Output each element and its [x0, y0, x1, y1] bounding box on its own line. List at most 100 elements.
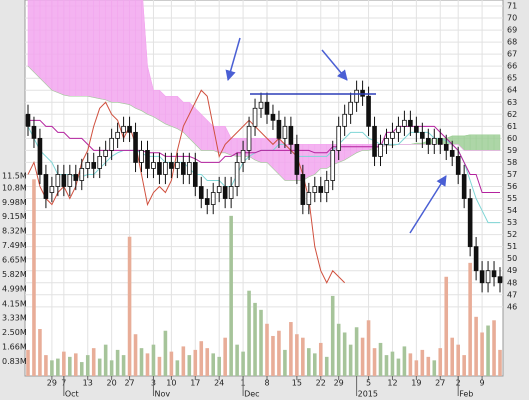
volume-bar: [348, 344, 353, 376]
volume-bar: [318, 342, 323, 376]
volume-bar: [342, 332, 347, 376]
volume-bar: [498, 349, 502, 376]
candle-body: [210, 192, 216, 205]
y-tick-label: 53: [507, 218, 517, 227]
y-tick-label: 67: [507, 50, 517, 59]
candle-body: [240, 149, 246, 163]
y-tick-label: 68: [507, 38, 517, 47]
volume-bar: [384, 355, 389, 376]
candle-body: [91, 162, 97, 169]
volume-bar: [175, 360, 180, 376]
volume-bar: [211, 353, 216, 376]
candle-body: [426, 137, 431, 145]
candle-body: [85, 162, 91, 169]
candle-body: [294, 143, 300, 175]
volume-bar: [438, 348, 443, 376]
cloud-segment: [117, 0, 124, 104]
candle-body: [43, 174, 49, 199]
volume-bar: [396, 358, 401, 376]
volume-bar: [32, 179, 36, 376]
volume-bar: [402, 346, 407, 376]
cloud-segment: [129, 0, 136, 109]
cloud-segment: [39, 0, 47, 85]
volume-tick-label: 0.83M: [2, 357, 27, 366]
cloud-segment: [111, 0, 118, 103]
volume-tick-label: 6.65M: [2, 256, 27, 265]
x-tick-label: 5: [366, 379, 371, 388]
volume-bar: [271, 335, 275, 376]
volume-bar: [295, 334, 299, 376]
x-tick-label: 17: [190, 379, 200, 388]
y-tick-label: 65: [507, 74, 517, 83]
axes-layer: 4647484950515253545556575859606162636465…: [2, 2, 517, 399]
candle-body: [408, 119, 413, 127]
volume-tick-label: 10.8M: [2, 184, 27, 193]
x-tick-label: 29: [47, 379, 57, 388]
x-tick-label: 9: [480, 379, 485, 388]
volume-bar: [247, 290, 251, 376]
x-tick-label: 19: [411, 379, 421, 388]
cloud-segment: [75, 0, 83, 97]
candle-body: [204, 198, 210, 205]
y-tick-label: 64: [507, 86, 517, 95]
y-tick-label: 54: [507, 206, 517, 215]
candle-body: [312, 186, 318, 193]
arrow: [225, 37, 241, 82]
x-tick-label: 12: [387, 379, 397, 388]
volume-bar: [480, 332, 484, 376]
candle-body: [473, 246, 479, 272]
cloud-segment: [105, 0, 112, 103]
volume-bar: [366, 320, 371, 376]
volume-bar: [193, 349, 198, 376]
candle-body: [222, 186, 228, 199]
span-b-line: [142, 0, 501, 151]
volume-tick-label: 7.49M: [2, 241, 27, 250]
candle-body: [306, 192, 312, 205]
x-tick-label: 22: [316, 379, 326, 388]
volume-bar: [56, 358, 60, 376]
volume-bar: [277, 330, 281, 376]
candle-body: [187, 162, 192, 175]
cloud-segment: [171, 96, 178, 130]
x-tick-label: 24: [214, 379, 224, 388]
volume-bar: [163, 330, 168, 376]
volume-tick-label: 5.82M: [2, 270, 27, 279]
volume-bar: [289, 322, 293, 376]
volume-tick-label: 4.99M: [2, 285, 27, 294]
volume-bar: [229, 215, 233, 376]
candle-body: [55, 174, 61, 187]
volume-bar: [336, 323, 341, 376]
candle-body: [497, 276, 503, 284]
candle-body: [73, 174, 79, 181]
candle-body: [163, 162, 168, 175]
candle-body: [61, 174, 67, 187]
candle-body: [37, 137, 43, 175]
candle-body: [246, 125, 252, 151]
cloud-segment: [33, 0, 41, 79]
x-tick-label: 8: [264, 379, 269, 388]
candle-body: [360, 89, 365, 97]
volume-bar: [301, 337, 305, 376]
volume-bar: [378, 342, 383, 376]
volume-bar: [38, 329, 42, 376]
candle-body: [216, 186, 222, 193]
cloud-segment: [165, 96, 172, 127]
cloud-segment: [69, 0, 77, 97]
x-tick-label: 13: [83, 379, 93, 388]
volume-bar: [199, 341, 204, 376]
candle-body: [372, 125, 377, 157]
volume-tick-label: 8.32M: [2, 227, 27, 236]
candle-body: [121, 125, 126, 133]
candle-body: [348, 101, 353, 115]
cloud-segment: [487, 134, 495, 151]
cloud-segment: [362, 144, 369, 151]
candle-body: [431, 137, 437, 145]
candle-body: [402, 119, 407, 127]
cloud-segment: [123, 0, 130, 105]
y-tick-label: 52: [507, 230, 517, 239]
y-tick-label: 48: [507, 278, 517, 287]
candle-body: [455, 156, 461, 175]
volume-bar: [432, 360, 437, 376]
candle-body: [324, 180, 330, 193]
volume-bar: [259, 309, 263, 376]
